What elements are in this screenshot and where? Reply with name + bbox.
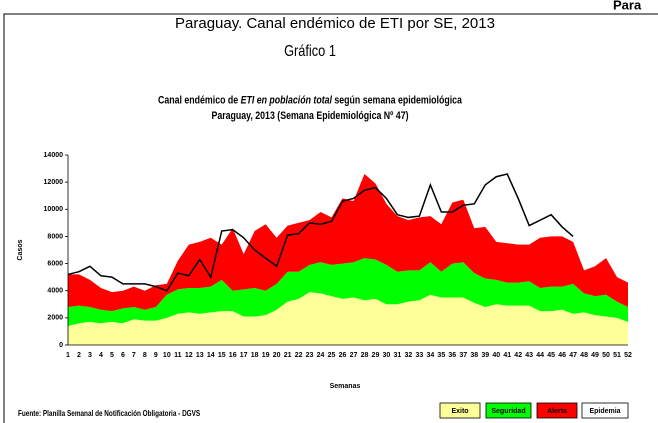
subtitle-part: Canal endémico de <box>158 94 241 106</box>
x-tick-label: 32 <box>404 352 412 359</box>
y-tick-label: 0 <box>59 342 63 349</box>
x-tick-label: 19 <box>262 352 270 359</box>
x-tick-label: 28 <box>361 352 369 359</box>
subtitle-line2: Paraguay, 2013 (Semana Epidemiológica Nº… <box>211 110 408 122</box>
x-tick-label: 17 <box>240 352 248 359</box>
subtitle: Canal endémico de ETI en población total… <box>158 94 462 106</box>
x-tick-label: 52 <box>624 352 632 359</box>
x-tick-label: 43 <box>525 352 533 359</box>
legend-label: Exito <box>451 408 468 415</box>
x-axis-label: Semanas <box>330 383 361 390</box>
x-tick-label: 18 <box>251 352 259 359</box>
legend-label: Seguridad <box>491 408 525 415</box>
x-tick-label: 25 <box>328 352 336 359</box>
x-tick-label: 15 <box>218 352 226 359</box>
x-tick-label: 26 <box>339 352 347 359</box>
x-tick-label: 3 <box>88 352 92 359</box>
line <box>67 173 574 292</box>
x-tick-label: 42 <box>514 352 522 359</box>
y-axis-label: Casos <box>17 239 24 260</box>
x-tick-label: 40 <box>492 352 500 359</box>
legend-label: Epidemia <box>589 408 620 415</box>
y-tick-label: 10000 <box>44 206 64 213</box>
x-tick-label: 2 <box>77 352 81 359</box>
x-tick-label: 37 <box>459 352 467 359</box>
x-tick-label: 20 <box>273 352 281 359</box>
x-tick-label: 16 <box>229 352 237 359</box>
x-tick-label: 10 <box>163 352 171 359</box>
x-tick-label: 5 <box>110 352 114 359</box>
y-tick-label: 12000 <box>44 179 64 186</box>
source: Fuente: Planilla Semanal de Notificación… <box>18 408 200 418</box>
chart-title: Paraguay. Canal endémico de ETI por SE, … <box>175 15 495 32</box>
y-tick-label: 14000 <box>44 152 64 159</box>
x-tick-label: 7 <box>132 352 136 359</box>
x-tick-label: 8 <box>143 352 147 359</box>
x-tick-label: 45 <box>547 352 555 359</box>
subtitle-part: ETI en población total <box>241 94 333 106</box>
x-tick-label: 23 <box>306 352 314 359</box>
x-tick-label: 22 <box>295 352 303 359</box>
x-tick-label: 49 <box>591 352 599 359</box>
area <box>68 174 628 312</box>
legend-swatch <box>581 402 629 419</box>
x-tick-label: 6 <box>121 352 125 359</box>
x-tick-label: 33 <box>415 352 423 359</box>
x-tick-label: 41 <box>503 352 511 359</box>
x-tick-label: 47 <box>569 352 577 359</box>
y-tick-label: 4000 <box>47 288 63 295</box>
x-tick-label: 50 <box>602 352 610 359</box>
x-tick-label: 1 <box>66 352 70 359</box>
x-tick-label: 31 <box>394 352 402 359</box>
legend-swatch <box>485 402 532 419</box>
legend-swatch <box>536 402 578 419</box>
x-tick-label: 46 <box>558 352 566 359</box>
y-tick-label: 6000 <box>47 260 63 267</box>
x-tick-label: 36 <box>448 352 456 359</box>
subtitle-part: según semana epidemiológica <box>332 94 462 106</box>
x-tick-label: 51 <box>613 352 621 359</box>
x-tick-label: 48 <box>580 352 588 359</box>
x-tick-label: 14 <box>207 352 215 359</box>
y-tick-label: 2000 <box>47 315 63 322</box>
y-tick-label: 8000 <box>47 233 63 240</box>
x-tick-label: 29 <box>372 352 380 359</box>
x-tick-label: 38 <box>470 352 478 359</box>
x-tick-label: 44 <box>536 352 544 359</box>
x-tick-label: 30 <box>383 352 391 359</box>
x-tick-label: 13 <box>196 352 204 359</box>
frame <box>3 13 658 423</box>
x-tick-label: 27 <box>350 352 358 359</box>
x-tick-label: 35 <box>437 352 445 359</box>
x-tick-label: 21 <box>284 352 292 359</box>
x-tick-label: 9 <box>154 352 158 359</box>
area <box>68 292 628 345</box>
legend-swatch <box>439 402 481 419</box>
chart-label: Gráfico 1 <box>284 43 336 61</box>
x-tick-label: 24 <box>317 352 325 359</box>
x-tick-label: 39 <box>481 352 489 359</box>
header-cut: Para <box>613 0 642 12</box>
x-tick-label: 11 <box>174 352 182 359</box>
x-tick-label: 12 <box>185 352 193 359</box>
x-tick-label: 4 <box>99 352 103 359</box>
legend-label: Alerta <box>547 408 567 415</box>
x-tick-label: 34 <box>426 352 434 359</box>
area <box>68 258 628 326</box>
